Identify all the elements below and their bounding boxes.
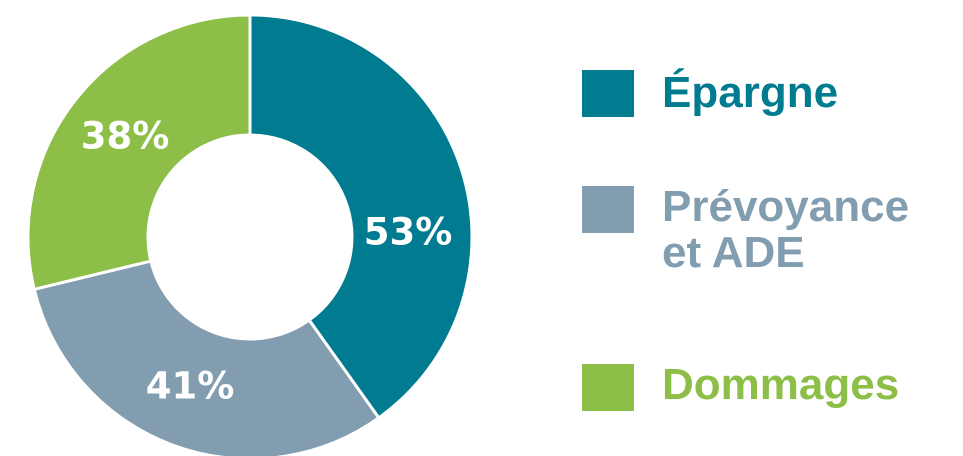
- legend-label-prevoyance-line1: Prévoyance: [662, 182, 910, 231]
- legend-label-prevoyance-line2: et ADE: [662, 228, 805, 277]
- donut-slice-prevoyance: [32, 259, 381, 456]
- legend-label-epargne: Épargne: [662, 68, 839, 117]
- slice-label-prevoyance: 41%: [146, 365, 235, 408]
- slice-label-dommages: 38%: [81, 115, 170, 158]
- donut-slice-epargne: [248, 13, 474, 420]
- legend-swatch-prevoyance: [582, 186, 634, 233]
- donut-chart-svg: 53% 41% 38%: [26, 13, 474, 456]
- donut-slices: [26, 13, 474, 456]
- legend-swatch-epargne: [582, 70, 634, 117]
- donut-slice-labels: 53% 41% 38%: [81, 115, 453, 408]
- slice-label-epargne: 53%: [364, 211, 453, 254]
- donut-slice-dommages: [26, 13, 252, 292]
- legend-swatch-dommages: [582, 364, 634, 411]
- legend-label-dommages: Dommages: [662, 360, 900, 409]
